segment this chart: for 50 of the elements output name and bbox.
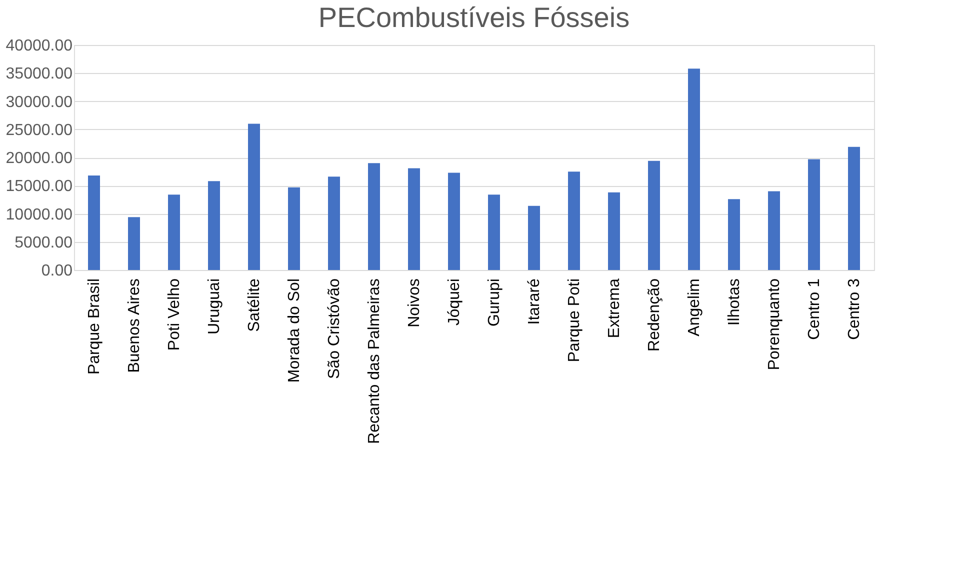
bar <box>128 217 140 270</box>
bar <box>408 168 420 270</box>
x-tick-label: Redenção <box>646 278 663 352</box>
x-tick-label: Centro 3 <box>846 278 863 340</box>
y-tick-label: 25000.00 <box>6 122 73 139</box>
x-tick-label: Recanto das Palmeiras <box>366 278 383 444</box>
bar <box>368 163 380 270</box>
bar <box>488 194 500 270</box>
y-tick-label: 20000.00 <box>6 150 73 167</box>
y-tick-label: 35000.00 <box>6 66 73 83</box>
bar <box>728 199 740 270</box>
y-tick-label: 0.00 <box>41 262 73 280</box>
bar <box>88 176 100 270</box>
x-tick-label: Noivos <box>406 278 423 328</box>
bar <box>648 160 660 270</box>
x-tick-label: Uruguai <box>206 278 223 335</box>
bar <box>528 206 540 270</box>
bar <box>688 68 700 270</box>
x-tick-label: São Cristóvão <box>326 278 343 379</box>
bar <box>328 176 340 270</box>
bar <box>208 181 220 270</box>
x-tick-label: Parque Poti <box>566 278 583 362</box>
bar <box>608 192 620 270</box>
x-tick-label: Buenos Aires <box>126 278 143 373</box>
x-tick-label: Angelim <box>686 278 703 336</box>
x-tick-label: Poti Velho <box>166 278 183 351</box>
bar <box>248 124 260 270</box>
y-tick-label: 15000.00 <box>6 178 73 196</box>
bar <box>568 172 580 270</box>
chart-title: PECombustíveis Fósseis <box>318 2 630 33</box>
bar <box>848 146 860 270</box>
x-tick-label: Gurupi <box>486 278 503 327</box>
x-tick-label: Satélite <box>246 278 263 332</box>
x-tick-label: Extrema <box>606 278 623 338</box>
x-tick-label: Centro 1 <box>806 278 823 340</box>
x-tick-label: Itararé <box>526 278 543 325</box>
x-tick-label: Jóquei <box>446 278 463 326</box>
bar <box>448 172 460 270</box>
bar <box>808 159 820 270</box>
y-tick-label: 30000.00 <box>6 94 73 111</box>
x-tick-label: Morada do Sol <box>286 278 303 383</box>
x-tick-label: Porenquanto <box>766 278 783 370</box>
x-tick-label: Ilhotas <box>726 278 743 326</box>
y-tick-label: 40000.00 <box>6 38 73 54</box>
bar <box>288 187 300 270</box>
bar <box>768 191 780 270</box>
y-tick-label: 5000.00 <box>14 234 73 252</box>
y-tick-label: 10000.00 <box>6 206 73 224</box>
bar <box>168 194 180 270</box>
x-tick-label: Parque Brasil <box>86 278 103 375</box>
